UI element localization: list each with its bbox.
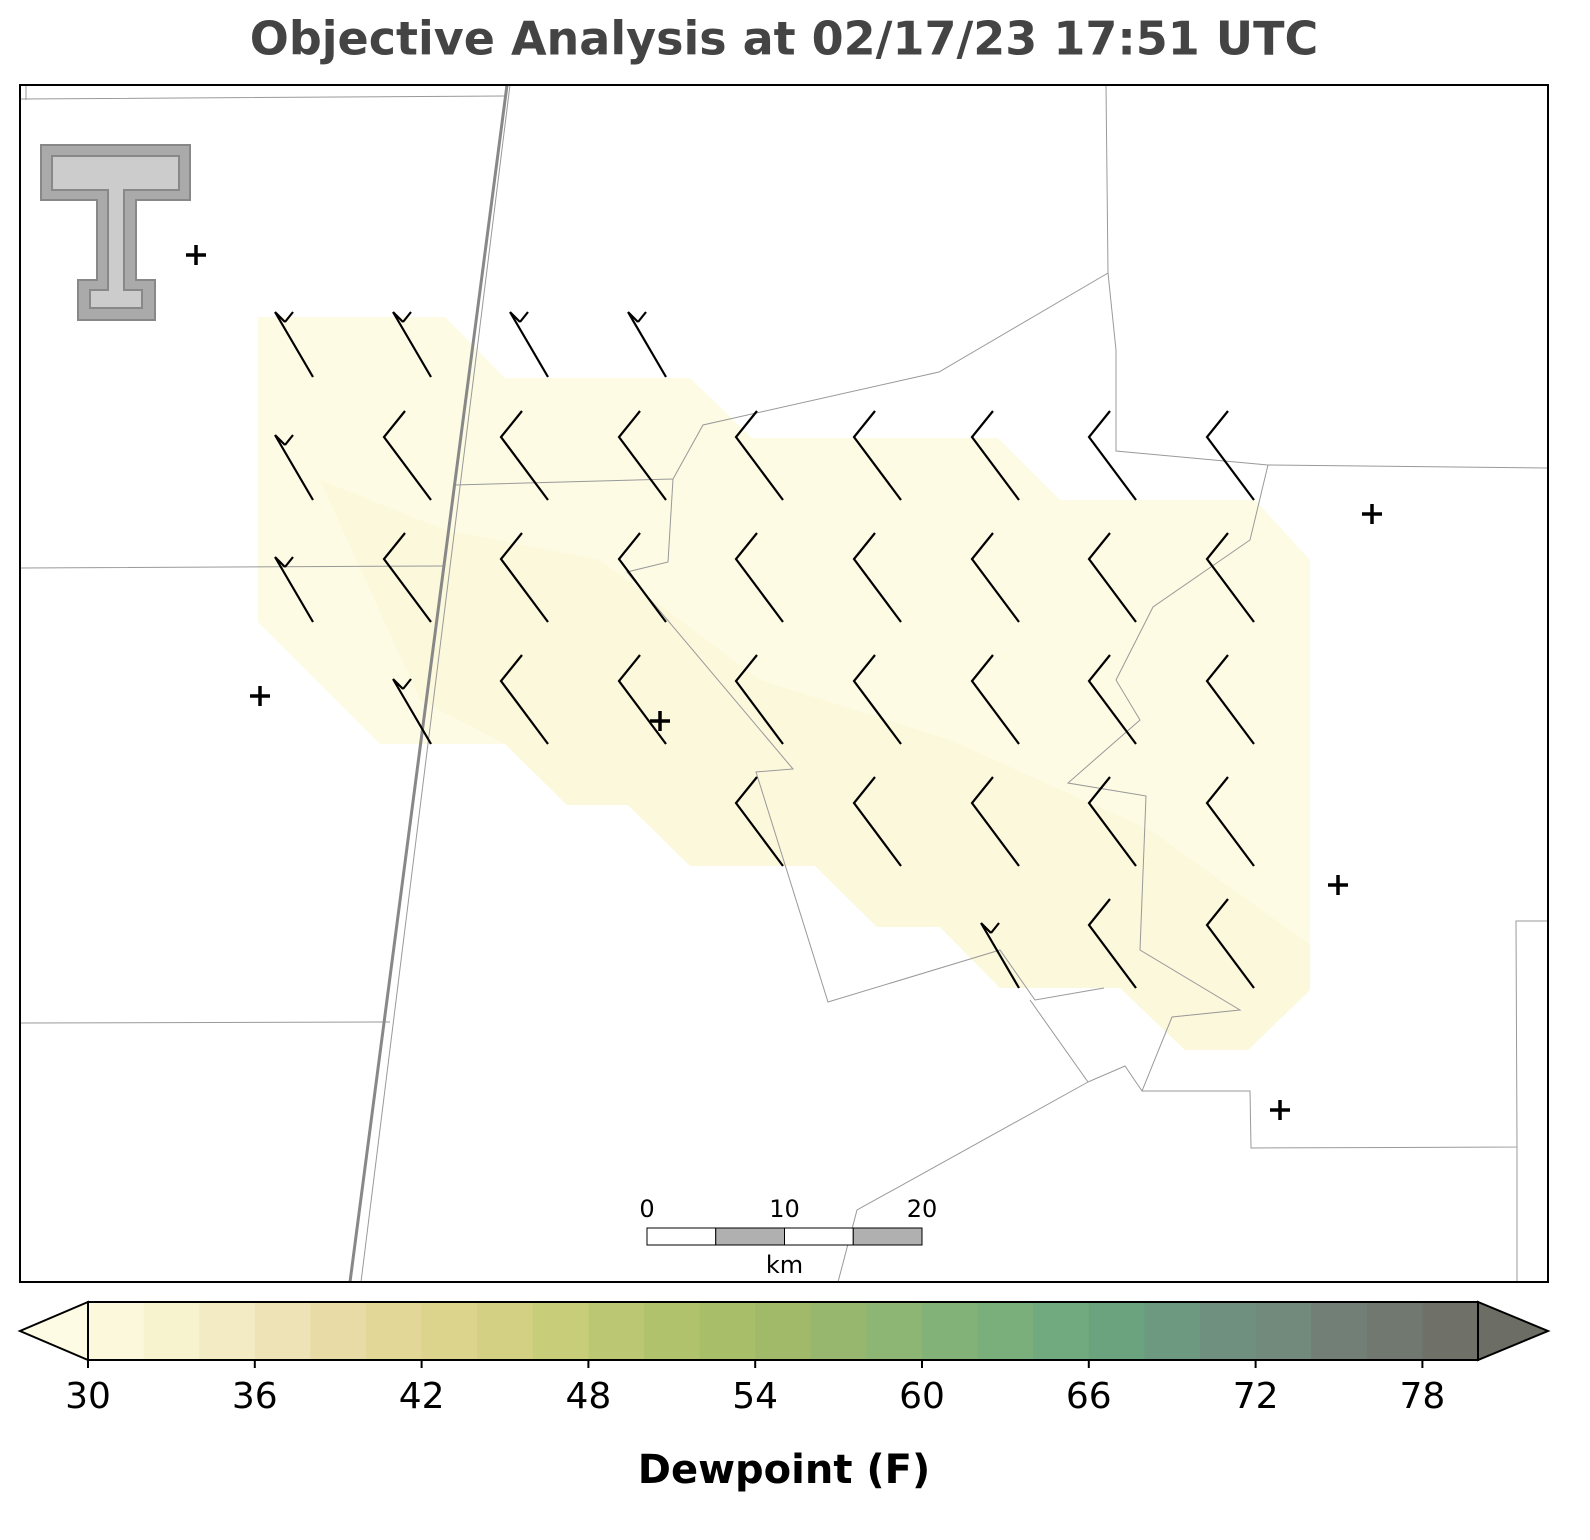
wind-barb (617, 654, 667, 745)
scale-tick-label: 10 (769, 1195, 800, 1223)
colorbar-bin (143, 1302, 200, 1360)
colorbar-bin (477, 1302, 534, 1360)
colorbar-bin (366, 1302, 423, 1360)
scale-segment (852, 1227, 923, 1246)
colorbar-frame (87, 1301, 1479, 1361)
colorbar-bin (810, 1302, 867, 1360)
scale-segment (646, 1227, 717, 1246)
colorbar-bin (1255, 1302, 1312, 1360)
colorbar-bin (199, 1302, 256, 1360)
colorbar-bin (755, 1302, 812, 1360)
scale-segment (715, 1227, 785, 1246)
colorbar-bin (1366, 1302, 1423, 1360)
wind-barb (274, 556, 314, 623)
wind-barb (617, 410, 667, 501)
wind-barb (1205, 654, 1255, 745)
wind-barb (392, 678, 432, 745)
stations (186, 245, 1382, 1120)
scale-unit: km (766, 1251, 803, 1279)
scale-bar: 0 10 20 km (639, 1195, 937, 1279)
colorbar-bin (644, 1302, 701, 1360)
colorbar-bin (88, 1302, 145, 1360)
colorbar-bin (421, 1302, 478, 1360)
colorbar-tick-label: 48 (565, 1376, 611, 1417)
wind-barb (734, 654, 784, 745)
wind-barb (970, 654, 1020, 745)
logo (40, 144, 191, 321)
wind-barb (970, 776, 1020, 867)
wind-barb (627, 311, 667, 378)
wind-barb (392, 311, 432, 378)
colorbar-tick-label: 78 (1399, 1376, 1445, 1417)
wind-barb (1087, 410, 1137, 501)
wind-barb (382, 532, 432, 623)
colorbar-over (1477, 1300, 1551, 1362)
wind-barb (274, 311, 314, 378)
colorbar-tick-label: 30 (65, 1376, 111, 1417)
colorbar-bin (1144, 1302, 1201, 1360)
county-lines (19, 84, 1549, 1283)
wind-barb (734, 410, 784, 501)
wind-barb (852, 410, 902, 501)
colorbar-bin (588, 1302, 645, 1360)
wind-barb (970, 532, 1020, 623)
colorbar-bin (866, 1302, 923, 1360)
colorbar-bin (977, 1302, 1034, 1360)
colorbar-bin (532, 1302, 589, 1360)
wind-barb (1205, 410, 1255, 501)
wind-barb (852, 532, 902, 623)
colorbar-tick-label: 72 (1233, 1376, 1279, 1417)
map-frame (19, 84, 1549, 1283)
colorbar-tick-label: 36 (232, 1376, 278, 1417)
colorbar-bin (1088, 1302, 1145, 1360)
colorbar-bin (254, 1302, 311, 1360)
wind-barb (274, 434, 314, 501)
colorbar-bin (310, 1302, 367, 1360)
wind-barb (1205, 532, 1255, 623)
wind-barb (499, 654, 549, 745)
map: 0 10 20 km (19, 84, 1549, 1283)
wind-barb (1205, 898, 1255, 989)
colorbar-bin (699, 1302, 756, 1360)
colorbar-label: Dewpoint (F) (638, 1447, 931, 1493)
analysis-field-inner (320, 480, 1310, 1050)
scale-segment (784, 1227, 854, 1246)
colorbar-bin (1033, 1302, 1090, 1360)
wind-barbs (274, 311, 1255, 989)
wind-barb (499, 532, 549, 623)
colorbar-bin (1311, 1302, 1368, 1360)
colorbar-bin (1422, 1302, 1479, 1360)
wind-barb (382, 410, 432, 501)
colorbar-bin (922, 1302, 979, 1360)
colorbar-tick-label: 60 (899, 1376, 945, 1417)
colorbar: 30 36 42 48 54 60 66 72 78 (17, 1300, 1551, 1417)
wind-barb (1087, 532, 1137, 623)
title: Objective Analysis at 02/17/23 17:51 UTC (250, 12, 1319, 66)
wind-barb (499, 410, 549, 501)
wind-barb (734, 776, 784, 867)
wind-barb (1087, 776, 1137, 867)
wind-barb (734, 532, 784, 623)
wind-barb (509, 311, 549, 378)
wind-barb (852, 654, 902, 745)
wind-barb (970, 410, 1020, 501)
scale-tick-label: 20 (907, 1195, 938, 1223)
wind-barb (1087, 654, 1137, 745)
scale-tick-label: 0 (639, 1195, 654, 1223)
wind-barb (852, 776, 902, 867)
wind-barb (1205, 776, 1255, 867)
colorbar-under (17, 1300, 89, 1362)
colorbar-tick-label: 42 (399, 1376, 445, 1417)
colorbar-bin (1200, 1302, 1257, 1360)
wind-barb (617, 532, 667, 623)
wind-barb (980, 922, 1020, 989)
colorbar-tick-label: 66 (1066, 1376, 1112, 1417)
wind-barb (1087, 898, 1137, 989)
colorbar-tick-label: 54 (732, 1376, 778, 1417)
